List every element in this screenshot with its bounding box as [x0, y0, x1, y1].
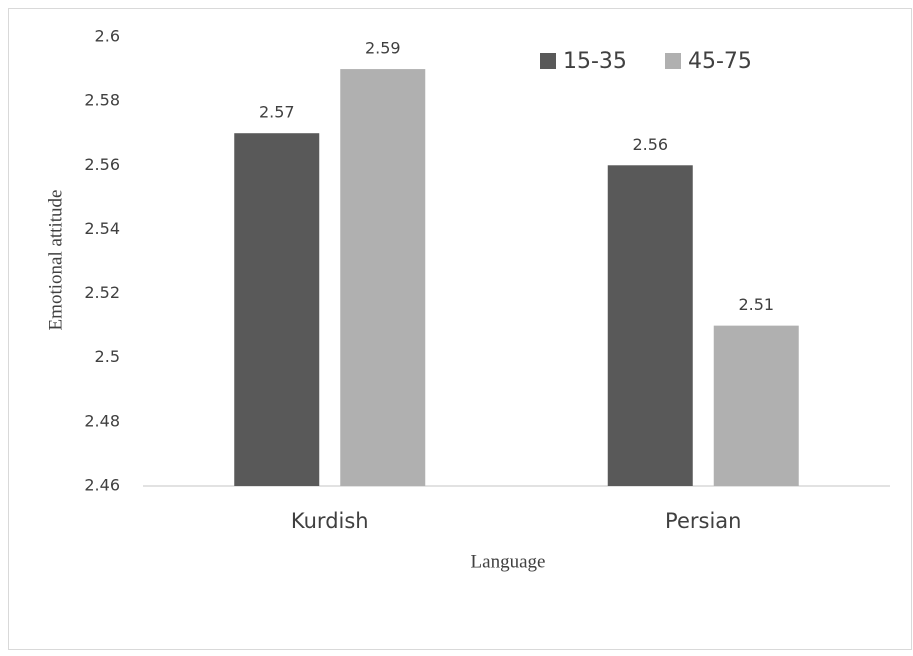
data-label: 2.51	[738, 295, 774, 314]
data-label: 2.57	[259, 103, 295, 122]
y-tick-label: 2.5	[95, 347, 120, 366]
legend-swatch	[665, 53, 681, 69]
bar	[607, 165, 693, 487]
x-axis-label: Language	[471, 551, 546, 572]
data-label: 2.56	[632, 135, 668, 154]
x-tick-label: Kurdish	[291, 509, 369, 533]
legend-label: 45-75	[688, 49, 752, 74]
x-tick-label: Persian	[665, 509, 741, 533]
y-tick-label: 2.54	[84, 219, 120, 238]
y-axis-label: Emotional attitude	[45, 190, 66, 331]
bar	[234, 133, 320, 486]
legend-label: 15-35	[563, 49, 627, 74]
y-tick-label: 2.6	[95, 27, 120, 46]
bar	[340, 69, 426, 487]
bar	[713, 325, 799, 486]
y-tick-label: 2.58	[84, 91, 120, 110]
y-tick-label: 2.52	[84, 283, 120, 302]
y-tick-label: 2.56	[84, 155, 120, 174]
data-label: 2.59	[365, 39, 401, 58]
legend-swatch	[540, 53, 556, 69]
y-tick-label: 2.48	[84, 411, 120, 430]
y-tick-label: 2.46	[84, 476, 120, 495]
